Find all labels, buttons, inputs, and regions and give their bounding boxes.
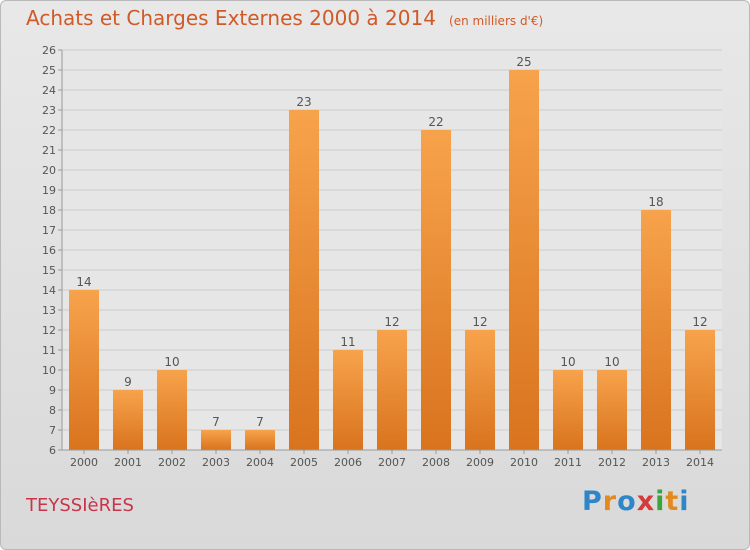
data-label-2013: 18 [648, 195, 663, 209]
x-tick-label-2009: 2009 [466, 456, 494, 469]
bar-2004 [245, 430, 275, 450]
bar-2005 [289, 110, 319, 450]
x-tick-label-2007: 2007 [378, 456, 406, 469]
x-tick-label-2006: 2006 [334, 456, 362, 469]
bar-2008 [421, 130, 451, 450]
chart-subtitle: (en milliers d'€) [449, 14, 544, 28]
x-tick-label-2014: 2014 [686, 456, 714, 469]
bar-2007 [377, 330, 407, 450]
chart-header: Achats et Charges Externes 2000 à 2014 (… [26, 6, 543, 30]
logo-letter: t [665, 486, 680, 517]
x-tick-label-2010: 2010 [510, 456, 538, 469]
data-label-2010: 25 [516, 55, 531, 69]
x-tick-label-2011: 2011 [554, 456, 582, 469]
logo-letter: i [655, 486, 666, 517]
logo-letter: x [636, 486, 656, 517]
data-label-2009: 12 [472, 315, 487, 329]
bar-2002 [157, 370, 187, 450]
data-label-2001: 9 [124, 375, 132, 389]
y-tick-label: 7 [49, 424, 56, 437]
x-tick-label-2003: 2003 [202, 456, 230, 469]
y-tick-label: 9 [49, 384, 56, 397]
x-tick-label-2004: 2004 [246, 456, 274, 469]
logo-letter: r [602, 486, 618, 517]
y-tick-label: 18 [42, 204, 56, 217]
bar-2013 [641, 210, 671, 450]
data-label-2008: 22 [428, 115, 443, 129]
y-tick-label: 6 [49, 444, 56, 457]
x-tick-label-2001: 2001 [114, 456, 142, 469]
commune-name: TEYSSIèRES [26, 495, 134, 516]
logo-letter: o [617, 486, 637, 517]
y-tick-label: 12 [42, 324, 56, 337]
proxiti-logo: Proxiti [582, 486, 690, 517]
data-label-2014: 12 [692, 315, 707, 329]
bar-2001 [113, 390, 143, 450]
y-axis-ticks: 6 7 8 9 10 11 12 13 14 15 16 17 18 19 20 21 22 23 24 25 26 [42, 44, 62, 457]
bar-2011 [553, 370, 583, 450]
y-tick-label: 20 [42, 164, 56, 177]
bars [69, 70, 715, 450]
y-tick-label: 15 [42, 264, 56, 277]
bar-2012 [597, 370, 627, 450]
bar-2006 [333, 350, 363, 450]
data-label-2011: 10 [560, 355, 575, 369]
y-tick-label: 23 [42, 104, 56, 117]
data-label-2012: 10 [604, 355, 619, 369]
x-tick-label-2013: 2013 [642, 456, 670, 469]
y-tick-label: 10 [42, 364, 56, 377]
data-label-2005: 23 [296, 95, 311, 109]
x-tick-label-2005: 2005 [290, 456, 318, 469]
data-label-2003: 7 [212, 415, 220, 429]
y-tick-label: 8 [49, 404, 56, 417]
logo-letter: P [582, 486, 603, 517]
data-label-2000: 14 [76, 275, 91, 289]
y-tick-label: 11 [42, 344, 56, 357]
y-tick-label: 21 [42, 144, 56, 157]
data-label-2002: 10 [164, 355, 179, 369]
y-tick-label: 22 [42, 124, 56, 137]
x-tick-label-2008: 2008 [422, 456, 450, 469]
bar-2010 [509, 70, 539, 450]
bar-2000 [69, 290, 99, 450]
y-tick-label: 19 [42, 184, 56, 197]
y-tick-label: 25 [42, 64, 56, 77]
y-tick-label: 14 [42, 284, 56, 297]
data-label-2004: 7 [256, 415, 264, 429]
x-tick-label-2002: 2002 [158, 456, 186, 469]
y-tick-label: 26 [42, 44, 56, 57]
bar-2014 [685, 330, 715, 450]
bar-2003 [201, 430, 231, 450]
y-tick-label: 13 [42, 304, 56, 317]
data-labels: 14 9 10 7 7 23 11 12 22 12 25 10 10 18 12 [76, 55, 707, 429]
x-tick-label-2012: 2012 [598, 456, 626, 469]
data-label-2006: 11 [340, 335, 355, 349]
logo-letter: i [679, 486, 690, 517]
x-axis-ticks: 2000 2001 2002 2003 2004 2005 2006 2007 2008 2009… [70, 450, 714, 469]
y-tick-label: 24 [42, 84, 56, 97]
x-tick-label-2000: 2000 [70, 456, 98, 469]
y-tick-label: 17 [42, 224, 56, 237]
chart-title: Achats et Charges Externes 2000 à 2014 [26, 6, 436, 30]
bar-2009 [465, 330, 495, 450]
y-tick-label: 16 [42, 244, 56, 257]
data-label-2007: 12 [384, 315, 399, 329]
